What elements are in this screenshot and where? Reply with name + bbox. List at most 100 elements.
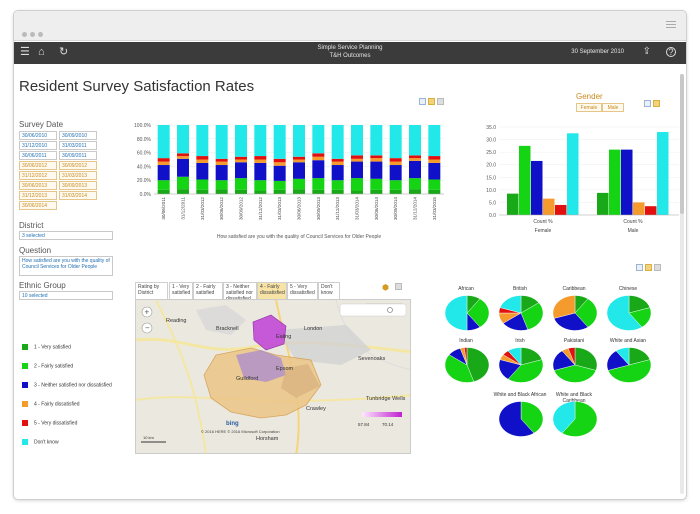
bar-segment bbox=[351, 161, 363, 179]
app-toolbar: ☰ ⌂ ↻ Simple Service Planning T&H Outcom… bbox=[14, 42, 686, 64]
bar-chart-icon[interactable] bbox=[653, 100, 660, 107]
survey-date-option[interactable]: 30/09/2011 bbox=[59, 151, 97, 160]
grid-view-icon[interactable] bbox=[636, 264, 643, 271]
svg-text:−: − bbox=[145, 324, 150, 333]
ethnic-group-label: Ethnic Group bbox=[19, 281, 66, 290]
bar-segment bbox=[312, 156, 325, 161]
bar-segment bbox=[389, 161, 402, 166]
survey-date-option[interactable]: 31/03/2013 bbox=[59, 171, 97, 180]
legend-item: 4 - Fairly dissatisfied bbox=[22, 401, 80, 408]
home-icon[interactable]: ⌂ bbox=[38, 46, 45, 58]
x-tick-label: 30/09/2012 bbox=[239, 197, 244, 220]
bar-segment bbox=[235, 156, 247, 160]
bar bbox=[621, 149, 633, 215]
bing-logo: bing bbox=[226, 421, 239, 427]
bar bbox=[519, 145, 531, 215]
y-tick-label: 5.0 bbox=[489, 200, 496, 206]
bar bbox=[633, 202, 645, 215]
pie-slice bbox=[607, 359, 652, 383]
share-icon[interactable]: ⇪ bbox=[642, 46, 651, 57]
gender-chart-icons bbox=[642, 100, 660, 109]
map-tab[interactable]: 2 - Fairly satisfied bbox=[193, 282, 223, 300]
vertical-scrollbar[interactable] bbox=[680, 74, 684, 494]
bar-chart-icon[interactable] bbox=[428, 98, 435, 105]
chart-type-icons bbox=[417, 98, 444, 107]
question-select[interactable]: How satisfied are you with the quality o… bbox=[19, 256, 113, 276]
bar-segment bbox=[370, 189, 383, 194]
survey-date-option[interactable]: 30/06/2010 bbox=[19, 131, 57, 140]
survey-date-option[interactable]: 31/03/2011 bbox=[59, 141, 97, 150]
bar-segment bbox=[293, 125, 305, 157]
bar-chart-icon[interactable] bbox=[645, 264, 652, 271]
survey-date-option[interactable]: 31/12/2012 bbox=[19, 171, 57, 180]
grid-view-icon[interactable] bbox=[419, 98, 426, 105]
map-table-icon[interactable] bbox=[395, 283, 402, 290]
y-tick-label: 100.0% bbox=[134, 123, 152, 129]
pie-slice bbox=[574, 347, 598, 371]
survey-date-option[interactable]: 31/12/2013 bbox=[19, 191, 57, 200]
bar-segment bbox=[312, 153, 325, 157]
survey-date-option[interactable]: 31/12/2010 bbox=[19, 141, 57, 150]
table-view-icon[interactable] bbox=[654, 264, 661, 271]
menu-icon[interactable]: ☰ bbox=[20, 46, 30, 58]
legend-label: 4 - Fairly dissatisfied bbox=[34, 401, 80, 408]
survey-date-option[interactable]: 31/03/2014 bbox=[59, 191, 97, 200]
survey-date-option[interactable]: 30/09/2012 bbox=[59, 161, 97, 170]
y-tick-label: 20.0% bbox=[137, 178, 152, 184]
survey-date-option[interactable]: 30/06/2014 bbox=[19, 201, 57, 210]
search-icon[interactable] bbox=[387, 307, 393, 313]
map-tab[interactable]: Don't know bbox=[318, 282, 340, 300]
bar-segment bbox=[409, 158, 421, 161]
zoom-in-button[interactable] bbox=[141, 306, 153, 318]
pie-label: Pakistani bbox=[563, 338, 585, 344]
legend-swatch bbox=[22, 401, 28, 407]
x-tick-label: 31/03/2015 bbox=[432, 197, 437, 220]
y-tick-label: 35.0 bbox=[486, 125, 496, 131]
bar-segment bbox=[312, 178, 325, 190]
map-tab[interactable]: 3 - Neither satisfied nor dissatisfied bbox=[223, 282, 257, 302]
pie-label: British bbox=[513, 286, 527, 292]
bar-segment bbox=[331, 165, 344, 181]
pie-slice bbox=[615, 347, 630, 366]
survey-date-option[interactable]: 30/09/2013 bbox=[59, 181, 97, 190]
bar-segment bbox=[370, 178, 383, 190]
y-tick-label: 0.0 bbox=[489, 213, 496, 219]
map-tab[interactable]: 1 - Very satisfied bbox=[169, 282, 193, 300]
survey-date-option[interactable]: 30/06/2013 bbox=[19, 181, 57, 190]
bar-segment bbox=[293, 189, 305, 194]
legend-label: 5 - Very dissatisfied bbox=[34, 420, 78, 427]
help-icon[interactable]: ? bbox=[666, 47, 676, 57]
x-tick-label: 31/03/2012 bbox=[200, 197, 205, 220]
pie-slice bbox=[507, 359, 544, 383]
ethnic-group-select[interactable]: 10 selected bbox=[19, 291, 113, 300]
browser-menu-icon[interactable] bbox=[666, 21, 676, 30]
district-map[interactable]: + − 57.84 70.14 bing © 2016 HERE © 2016 … bbox=[135, 299, 411, 454]
map-pin-icon[interactable]: ⬢ bbox=[382, 283, 389, 292]
bar bbox=[507, 193, 519, 215]
gender-female-button[interactable]: Female bbox=[576, 103, 602, 112]
table-view-icon[interactable] bbox=[437, 98, 444, 105]
zoom-out-button[interactable] bbox=[141, 322, 153, 334]
map-tab[interactable]: 5 - Very dissatisfied bbox=[287, 282, 318, 300]
bar-segment bbox=[254, 156, 267, 160]
map-attribution: © 2016 HERE © 2016 Microsoft Corporation bbox=[201, 429, 280, 434]
map-scale-text: 10 km bbox=[143, 435, 155, 440]
map-tab-rating-by-district[interactable]: Rating by District bbox=[135, 282, 168, 300]
map-search-bar[interactable] bbox=[339, 303, 407, 317]
survey-date-option[interactable]: 30/06/2012 bbox=[19, 161, 57, 170]
refresh-icon[interactable]: ↻ bbox=[59, 46, 69, 58]
y-tick-label: 30.0 bbox=[486, 138, 496, 144]
survey-date-option[interactable]: 30/09/2010 bbox=[59, 131, 97, 140]
bar-segment bbox=[428, 156, 441, 160]
y-tick-label: 25.0 bbox=[486, 150, 496, 156]
grid-view-icon[interactable] bbox=[644, 100, 651, 107]
window-controls[interactable] bbox=[22, 24, 46, 42]
gender-bar-chart: 0.0 5.0 10.0 15.0 20.0 25.0 30.0 35.0 Count % Fem… bbox=[486, 125, 679, 234]
gender-male-button[interactable]: Male bbox=[602, 103, 624, 112]
survey-date-option[interactable]: 30/06/2011 bbox=[19, 151, 57, 160]
map-place-label: Horsham bbox=[256, 436, 279, 442]
bar-segment bbox=[312, 160, 325, 179]
district-select[interactable]: 3 selected bbox=[19, 231, 113, 240]
map-tab[interactable]: 4 - Fairly dissatisfied bbox=[257, 282, 287, 300]
pie-slice bbox=[498, 401, 535, 437]
